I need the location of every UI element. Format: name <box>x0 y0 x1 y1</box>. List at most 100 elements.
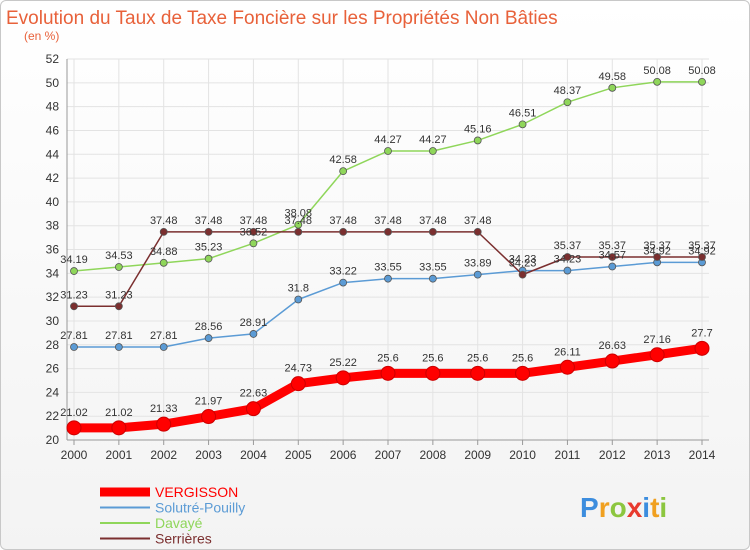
legend-label-0: VERGISSON <box>155 484 238 500</box>
data-point <box>473 270 482 279</box>
x-tick-label: 2002 <box>150 448 177 462</box>
data-label: 31.8 <box>288 283 309 295</box>
data-point <box>559 359 575 375</box>
data-label: 37.48 <box>329 215 357 227</box>
data-label: 34.23 <box>554 254 582 266</box>
data-point <box>294 295 303 304</box>
data-label: 33.55 <box>374 262 402 274</box>
data-point <box>159 227 168 236</box>
y-tick-label: 22 <box>46 409 60 423</box>
data-label: 35.37 <box>554 240 582 252</box>
y-tick-label: 50 <box>46 76 60 90</box>
data-point <box>294 227 303 236</box>
data-point <box>111 420 127 436</box>
data-label: 25.22 <box>329 357 357 369</box>
axes: 20 22 24 26 28 30 32 34 36 38 40 42 44 46 48 50 52 2000 20… <box>46 52 716 462</box>
series-layer <box>66 77 710 436</box>
y-tick-label: 46 <box>46 123 60 137</box>
data-label: 50.08 <box>688 65 716 77</box>
data-point <box>473 227 482 236</box>
y-tick-label: 20 <box>46 433 60 447</box>
data-label: 34.19 <box>60 254 88 266</box>
x-tick-label: 2005 <box>285 448 312 462</box>
data-point <box>698 77 706 86</box>
data-label: 35.23 <box>195 242 223 254</box>
x-tick-label: 2004 <box>240 448 267 462</box>
data-point <box>698 253 706 261</box>
data-label: 34.92 <box>643 245 671 257</box>
data-point <box>428 227 437 236</box>
brand-letter: x <box>627 492 643 523</box>
y-tick-label: 38 <box>46 219 60 233</box>
data-label: 38.08 <box>285 208 313 220</box>
data-label: 34.57 <box>599 250 627 262</box>
data-point <box>245 401 261 417</box>
data-labels: 27.81 27.81 27.81 28.56 28.91 31.8 33.22 33.55 3… <box>60 65 716 419</box>
x-tick-label: 2009 <box>464 448 491 462</box>
data-point <box>653 253 662 261</box>
data-label: 22.63 <box>240 388 268 400</box>
data-point <box>649 347 665 363</box>
data-point <box>159 258 168 267</box>
data-point <box>114 302 123 311</box>
data-label: 37.48 <box>195 215 223 227</box>
data-label: 26.63 <box>599 340 627 352</box>
data-label: 27.81 <box>105 330 133 342</box>
data-label: 35.37 <box>599 240 627 252</box>
y-tick-label: 40 <box>46 195 60 209</box>
brand-letter: i <box>659 492 667 523</box>
x-tick-label: 2012 <box>599 448 626 462</box>
data-point <box>608 262 617 271</box>
data-label: 37.48 <box>419 215 447 227</box>
data-label: 44.27 <box>419 134 447 146</box>
data-label: 46.51 <box>509 107 537 119</box>
data-label: 49.58 <box>599 71 627 83</box>
y-tick-label: 42 <box>46 171 60 185</box>
x-tick-label: 2011 <box>555 448 581 462</box>
data-label: 21.33 <box>150 403 178 415</box>
data-point <box>290 376 306 392</box>
brand-letter: r <box>599 492 610 523</box>
data-label: 34.88 <box>150 246 178 258</box>
data-label: 24.73 <box>285 363 313 375</box>
data-label: 34.53 <box>105 250 133 262</box>
data-point <box>384 147 392 155</box>
brand-letter: P <box>580 492 599 523</box>
data-point <box>339 278 348 287</box>
brand-logo: Proxiti <box>580 492 667 523</box>
y-tick-label: 32 <box>46 290 60 304</box>
data-point <box>473 136 482 145</box>
data-point <box>70 343 78 351</box>
data-label: 21.02 <box>60 407 88 419</box>
data-label: 25.6 <box>512 352 533 364</box>
data-point <box>563 253 572 261</box>
data-point <box>249 330 258 338</box>
data-label: 34.23 <box>509 258 537 270</box>
data-label: 25.6 <box>377 352 398 364</box>
data-label: 31.23 <box>105 289 133 301</box>
data-point <box>70 267 78 275</box>
y-tick-label: 26 <box>46 362 60 376</box>
data-label: 37.48 <box>374 215 402 227</box>
x-tick-label: 2006 <box>330 448 357 462</box>
data-point <box>114 263 123 271</box>
x-tick-label: 2013 <box>644 448 671 462</box>
data-point <box>384 227 392 236</box>
x-tick-label: 2001 <box>106 448 133 462</box>
data-point <box>384 274 392 283</box>
data-label: 37.48 <box>150 215 178 227</box>
data-point <box>156 416 172 432</box>
legend-label-3: Serrières <box>155 531 212 547</box>
data-label: 34.23 <box>509 254 537 266</box>
data-point <box>335 370 351 386</box>
y-tick-label: 34 <box>46 266 60 280</box>
data-point <box>159 343 168 351</box>
chart-subtitle: (en %) <box>24 29 59 43</box>
x-tick-label: 2007 <box>375 448 402 462</box>
brand-letter: t <box>650 492 659 523</box>
data-label: 27.16 <box>643 334 671 346</box>
data-label: 37.48 <box>240 215 268 227</box>
legend-label-2: Davayé <box>155 515 203 531</box>
